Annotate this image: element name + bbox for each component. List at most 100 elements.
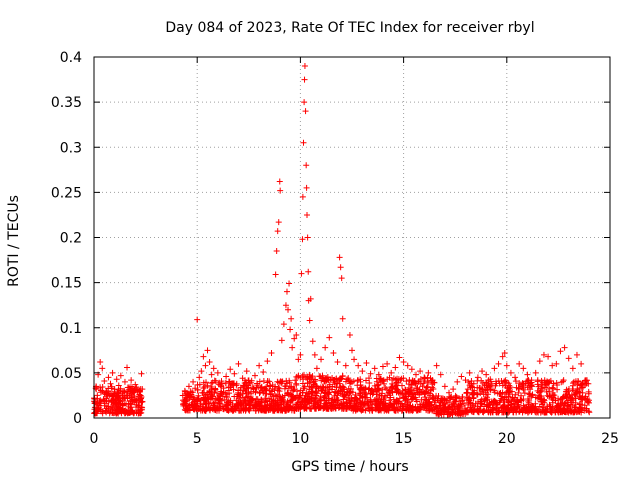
data-point [119, 388, 126, 395]
data-point [318, 356, 325, 363]
data-point [197, 400, 204, 407]
data-point [208, 371, 215, 378]
data-point [130, 389, 137, 396]
data-point [256, 362, 263, 369]
data-point [532, 394, 539, 401]
data-point [264, 358, 271, 365]
data-point [303, 162, 310, 169]
data-point [316, 404, 323, 411]
data-point [241, 379, 248, 386]
data-point [123, 408, 130, 415]
data-point [470, 380, 477, 387]
data-point [501, 394, 508, 401]
data-point [263, 387, 270, 394]
data-point [499, 389, 506, 396]
data-point [362, 377, 369, 384]
data-point [561, 344, 568, 351]
data-point [309, 396, 316, 403]
data-point [244, 393, 251, 400]
data-point [200, 385, 207, 392]
data-point [474, 374, 481, 381]
data-point [572, 391, 579, 398]
data-point [409, 406, 416, 413]
data-point [439, 399, 446, 406]
data-point [309, 338, 316, 345]
data-point [585, 399, 592, 406]
data-point [408, 381, 415, 388]
data-point [312, 405, 319, 412]
x-axis-tick-labels: 0 5 10 15 20 25 [90, 431, 619, 447]
data-point [286, 280, 293, 287]
data-point [339, 373, 346, 380]
data-point [576, 400, 583, 407]
data-point [492, 378, 499, 385]
data-point [373, 375, 380, 382]
y-axis-title: ROTI / TECUs [6, 195, 22, 287]
data-point [437, 371, 444, 378]
data-point [115, 403, 122, 410]
data-point [239, 390, 246, 397]
data-point [370, 389, 377, 396]
data-point [316, 373, 323, 380]
data-point [279, 407, 286, 414]
data-point [284, 398, 291, 405]
data-point [311, 351, 318, 358]
data-point [107, 380, 114, 387]
data-point [369, 401, 376, 408]
data-point [233, 382, 240, 389]
data-point [398, 400, 405, 407]
data-point [546, 401, 553, 408]
data-point [537, 409, 544, 416]
data-point [306, 386, 313, 393]
data-point [503, 362, 510, 369]
data-point [573, 351, 580, 358]
data-point [338, 275, 345, 282]
data-point [383, 407, 390, 414]
data-point [543, 408, 550, 415]
data-point [332, 389, 339, 396]
data-point [204, 382, 211, 389]
data-point [222, 380, 229, 387]
data-point [408, 393, 415, 400]
data-point [424, 378, 431, 385]
data-point [213, 405, 220, 412]
data-point [113, 410, 120, 417]
data-point [466, 395, 473, 402]
data-point [534, 387, 541, 394]
data-point [226, 378, 233, 385]
data-point [194, 404, 201, 411]
data-point [505, 397, 512, 404]
data-point [276, 178, 283, 185]
data-point [117, 385, 124, 392]
y-tick-label: 0.4 [60, 50, 82, 66]
data-point [380, 377, 387, 384]
data-point [335, 376, 342, 383]
data-point [97, 387, 104, 394]
data-point [201, 406, 208, 413]
data-point [429, 377, 436, 384]
data-point [456, 395, 463, 402]
data-point [203, 379, 210, 386]
data-point [349, 389, 356, 396]
data-point [450, 396, 457, 403]
data-point [403, 378, 410, 385]
data-point [509, 406, 516, 413]
data-point [568, 392, 575, 399]
data-point [289, 344, 296, 351]
data-point [188, 402, 195, 409]
data-point [430, 385, 437, 392]
data-point [131, 393, 138, 400]
data-point [578, 396, 585, 403]
data-point [538, 387, 545, 394]
data-point [306, 317, 313, 324]
data-point [559, 399, 566, 406]
data-point [375, 407, 382, 414]
data-point [126, 384, 133, 391]
data-point [139, 398, 146, 405]
data-point [581, 402, 588, 409]
data-point [358, 384, 365, 391]
data-point [269, 391, 276, 398]
data-point [526, 391, 533, 398]
data-point [361, 394, 368, 401]
